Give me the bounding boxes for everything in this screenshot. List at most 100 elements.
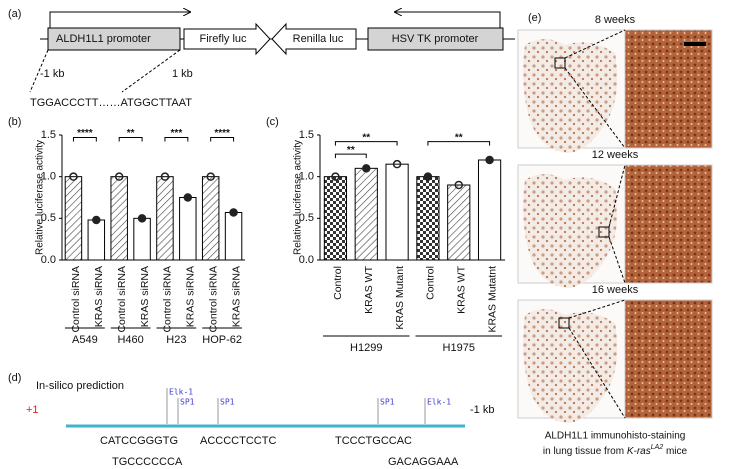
sequence: TGGACCCTT……ATGGCTTAAT <box>30 97 192 109</box>
panel-label: (d) <box>8 372 21 384</box>
caption: ALDH1L1 immunohisto-staining <box>545 431 686 442</box>
timepoint-label: 12 weeks <box>592 149 639 161</box>
lung-tissue <box>624 29 713 149</box>
y-axis-label: Relative luciferase activity <box>293 140 304 255</box>
significance-label: **** <box>77 128 93 139</box>
group-label: A549 <box>72 334 98 346</box>
significance-label: **** <box>214 128 230 139</box>
panel-label: (b) <box>8 116 21 128</box>
significance-bracket <box>72 137 97 142</box>
bar <box>354 167 378 261</box>
arrow <box>49 12 190 28</box>
significance-label: ** <box>455 132 463 143</box>
significance-bracket <box>334 141 398 146</box>
zoom-box <box>558 317 570 329</box>
timepoint-label: 16 weeks <box>592 284 639 296</box>
caption-part: in lung tissue from <box>543 446 627 457</box>
site-label: Elk-1 <box>169 388 193 397</box>
point <box>454 180 463 190</box>
site-label: SP1 <box>380 398 395 407</box>
y-tick-label: 1.5 <box>41 129 56 141</box>
group-label: H460 <box>117 334 143 346</box>
group-label: H23 <box>166 334 186 346</box>
caption-part: mice <box>663 446 687 457</box>
point <box>229 208 238 217</box>
caption: in lung tissue from K-rasLA2 mice <box>543 444 688 457</box>
point <box>362 164 371 173</box>
promoter-box <box>367 27 504 51</box>
significance-bracket <box>334 153 367 159</box>
histology: 8 weeks 12 weeks 16 weeks <box>517 14 713 423</box>
significance-bracket <box>118 137 143 142</box>
x-tick-label: Control <box>425 266 437 300</box>
point <box>92 215 101 225</box>
bar <box>179 197 197 261</box>
site-label: SP1 <box>180 398 195 407</box>
significance-bracket <box>210 137 235 142</box>
panel-label: (a) <box>8 8 21 20</box>
panel-title: In-silico prediction <box>36 380 124 392</box>
lung-tissue <box>523 39 618 153</box>
box-label: ALDH1L1 promoter <box>56 33 151 45</box>
point <box>331 172 340 181</box>
gene-arrow <box>271 22 357 56</box>
x-tick-label: Control siRNA <box>70 266 82 333</box>
bar <box>156 176 174 261</box>
point <box>206 172 215 181</box>
zoom-line <box>568 327 626 419</box>
group-label: HOP-62 <box>202 334 242 346</box>
x-tick-label: KRAS Mutatnt <box>486 266 498 333</box>
y-tick-label: 1.0 <box>299 171 314 183</box>
x-tick-label: KRAS WT <box>456 265 468 313</box>
significance-bracket <box>164 137 189 142</box>
y-axis-label: Relative luciferase activity <box>35 140 46 255</box>
zoom-line <box>29 49 49 93</box>
position-label: 1 kb <box>172 68 193 80</box>
x-tick-label: KRAS siRNA <box>230 266 242 327</box>
panel-label: (e) <box>528 12 541 24</box>
point <box>160 172 170 181</box>
sequence: ACCCCTCCTC <box>200 435 276 447</box>
significance-label: ** <box>362 132 370 143</box>
bar <box>110 176 128 261</box>
point <box>137 214 147 223</box>
site-label: Elk-1 <box>427 398 451 407</box>
point <box>183 193 193 202</box>
panel-label: (c) <box>266 116 279 128</box>
point <box>69 172 78 181</box>
zoom-box <box>598 226 610 238</box>
bar <box>477 159 502 261</box>
x-tick-label: KRAS WT <box>363 265 375 313</box>
x-tick-label: Control <box>332 266 344 300</box>
bar <box>64 176 83 261</box>
bar <box>224 212 243 261</box>
y-tick-label: 1.5 <box>299 129 314 141</box>
zoom-box <box>554 57 566 69</box>
lung-tissue <box>624 299 713 419</box>
zoom-line <box>608 236 626 284</box>
x-tick-label: KRAS siRNA <box>139 266 151 327</box>
start-label: +1 <box>26 404 39 416</box>
sequence: GACAGGAAA <box>388 456 459 468</box>
y-tick-label: 0.5 <box>41 212 56 224</box>
y-tick-label: 0.5 <box>299 212 314 224</box>
point <box>423 172 433 181</box>
x-tick-label: KRAS Mutant <box>394 266 406 330</box>
y-tick-label: 1.0 <box>41 171 56 183</box>
zoom-line <box>564 67 626 149</box>
group-label: H1299 <box>350 342 382 354</box>
zoom-line <box>121 49 181 93</box>
bar <box>87 219 106 261</box>
caption-sup: LA2 <box>651 444 664 451</box>
gene-arrow <box>183 22 271 56</box>
box-label: Renilla luc <box>293 33 344 45</box>
point <box>392 159 402 169</box>
bar <box>133 217 151 261</box>
x-tick-label: Control siRNA <box>207 266 219 333</box>
end-label: -1 kb <box>470 404 494 416</box>
sequence: TCCCTGCCAC <box>335 435 412 447</box>
timepoint-label: 8 weeks <box>595 14 636 26</box>
